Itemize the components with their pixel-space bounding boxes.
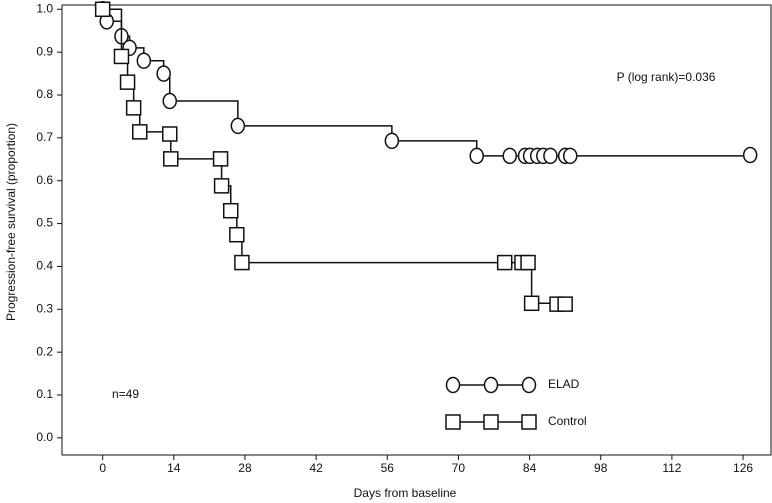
- marker-square: [125, 100, 142, 116]
- marker-square: [557, 296, 573, 312]
- y-tick-label: 0.6: [36, 173, 53, 187]
- marker-square: [523, 295, 540, 312]
- marker-circle: [156, 65, 171, 82]
- marker-circle: [384, 132, 400, 150]
- marker-square: [521, 414, 537, 430]
- marker-square: [113, 48, 130, 65]
- y-tick-label: 0.1: [36, 387, 53, 401]
- y-tick-label: 0.0: [36, 430, 53, 444]
- marker-circle: [445, 376, 461, 394]
- marker-circle: [562, 147, 578, 165]
- marker-square: [496, 254, 513, 271]
- y-tick-label: 0.4: [36, 259, 53, 273]
- x-tick-label: 56: [381, 461, 395, 475]
- marker-square: [222, 202, 239, 219]
- marker-square: [213, 178, 230, 194]
- y-tick-label: 0.7: [36, 130, 53, 144]
- plot-frame: [61, 4, 772, 456]
- marker-circle: [162, 92, 177, 110]
- marker-square: [520, 254, 536, 271]
- y-tick-label: 0.8: [36, 87, 53, 101]
- marker-circle: [483, 376, 499, 394]
- marker-circle: [543, 147, 558, 165]
- marker-circle: [230, 117, 246, 135]
- marker-square: [445, 414, 461, 430]
- y-tick-label: 0.3: [36, 301, 53, 315]
- marker-circle: [136, 52, 152, 69]
- x-tick-label: 14: [167, 461, 181, 475]
- y-tick-label: 0.9: [36, 44, 53, 58]
- y-tick-label: 0.5: [36, 216, 53, 230]
- x-tick-label: 0: [99, 461, 106, 475]
- x-tick-label: 70: [452, 461, 466, 475]
- legend-label: Control: [548, 414, 587, 428]
- marker-square: [234, 254, 250, 271]
- y-tick-label: 0.2: [36, 344, 53, 358]
- legend-label: ELAD: [548, 377, 580, 391]
- x-tick-label: 42: [309, 461, 323, 475]
- marker-square: [161, 126, 178, 142]
- x-tick-label: 98: [594, 461, 608, 475]
- marker-circle: [742, 146, 758, 164]
- marker-square: [119, 74, 136, 90]
- marker-square: [163, 151, 179, 167]
- marker-circle: [502, 147, 518, 165]
- n-annotation: n=49: [112, 387, 139, 401]
- marker-circle: [469, 147, 484, 165]
- marker-square: [229, 226, 245, 243]
- marker-square: [94, 1, 111, 18]
- y-tick-label: 1.0: [36, 1, 53, 15]
- y-axis-label: Progression-free survival (proportion): [4, 123, 18, 321]
- marker-square: [483, 414, 499, 430]
- x-tick-label: 28: [238, 461, 252, 475]
- marker-square: [132, 124, 148, 140]
- marker-circle: [521, 376, 537, 394]
- p-value-annotation: P (log rank)=0.036: [617, 70, 716, 84]
- x-tick-label: 84: [523, 461, 537, 475]
- x-tick-label: 112: [662, 461, 681, 475]
- x-tick-label: 126: [733, 461, 753, 475]
- x-axis-label: Days from baseline: [354, 486, 457, 500]
- marker-square: [212, 151, 229, 167]
